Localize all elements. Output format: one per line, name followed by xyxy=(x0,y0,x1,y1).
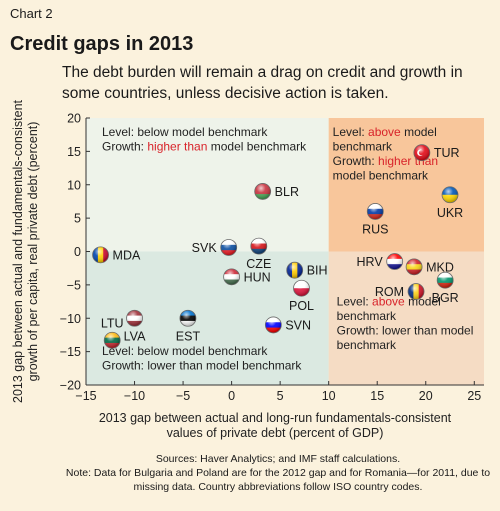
data-point-ukr: UKR xyxy=(437,186,463,220)
point-label-ukr: UKR xyxy=(437,206,463,220)
x-tick-label: 15 xyxy=(370,389,384,403)
data-point-blr: BLR xyxy=(254,183,299,200)
point-label-rus: RUS xyxy=(362,222,388,236)
data-point-hun: HUN xyxy=(223,268,271,286)
point-label-mda: MDA xyxy=(113,248,141,262)
point-label-rom: ROM xyxy=(375,285,404,299)
data-point-hrv: HRV xyxy=(357,253,404,270)
x-tick-label: 10 xyxy=(322,389,336,403)
data-point-est: EST xyxy=(176,309,201,343)
point-label-svk: SVK xyxy=(192,241,218,255)
y-axis-title: 2013 gap between actual and fundamentals… xyxy=(11,99,40,403)
x-tick-label: 20 xyxy=(419,389,433,403)
y-tick-label: −20 xyxy=(60,379,81,393)
y-tick-label: 20 xyxy=(67,112,81,126)
data-point-svn: SVN xyxy=(264,316,311,334)
x-tick-label: −15 xyxy=(75,389,96,403)
point-label-bgr: BGR xyxy=(432,291,459,305)
data-point-mda: MDA xyxy=(92,246,141,264)
point-label-ltu: LTU xyxy=(101,316,124,330)
data-point-svk: SVK xyxy=(192,239,238,256)
data-point-mkd: MKD xyxy=(405,258,454,276)
x-tick-label: −10 xyxy=(124,389,145,403)
chart-number: Chart 2 xyxy=(10,6,53,21)
x-tick-label: −5 xyxy=(176,389,190,403)
y-tick-label: 10 xyxy=(67,178,81,192)
point-label-hrv: HRV xyxy=(357,255,384,269)
quadrant-label-bottom-right: Level: above model benchmark Growth: lower… xyxy=(337,295,474,353)
data-point-rus: RUS xyxy=(362,203,388,236)
y-tick-label: −15 xyxy=(60,345,81,359)
chart-title: Credit gaps in 2013 xyxy=(10,33,194,55)
data-point-cze: CZE xyxy=(246,237,271,271)
y-tick-label: 0 xyxy=(74,245,81,259)
x-tick-label: 0 xyxy=(228,389,235,403)
x-tick-label: 5 xyxy=(277,389,284,403)
point-label-lva: LVA xyxy=(124,329,146,343)
point-label-cze: CZE xyxy=(246,257,271,271)
point-label-hun: HUN xyxy=(244,270,271,284)
data-point-bgr: BGR xyxy=(432,271,459,305)
point-label-est: EST xyxy=(176,329,201,343)
quadrant-label-bottom-left: Level: below model benchmark Growth: lowe… xyxy=(102,344,302,373)
data-point-pol: POL xyxy=(289,279,314,313)
point-label-svn: SVN xyxy=(285,318,311,332)
sources-note: Sources: Haver Analytics; and IMF staff … xyxy=(155,453,401,465)
point-label-blr: BLR xyxy=(275,185,299,199)
x-tick-label: 25 xyxy=(467,389,481,403)
data-point-bih: BIH xyxy=(286,261,328,279)
quadrant-bottom-right xyxy=(328,251,484,385)
y-tick-label: −10 xyxy=(60,312,81,326)
y-tick-label: −5 xyxy=(67,278,81,292)
x-axis-title: 2013 gap between actual and long-run fun… xyxy=(99,411,452,440)
point-label-bih: BIH xyxy=(307,264,328,278)
quadrant-top-right xyxy=(328,118,484,252)
data-point-ltu: LTU xyxy=(101,316,124,349)
chart-subtitle: The debt burden will remain a drag on cr… xyxy=(62,64,463,102)
chart-footer: Sources: Haver Analytics; and IMF staff … xyxy=(62,452,494,494)
point-label-pol: POL xyxy=(289,299,314,313)
data-note: Note: Data for Bulgaria and Poland are f… xyxy=(65,467,491,493)
point-label-mkd: MKD xyxy=(426,260,454,274)
data-point-lva: LVA xyxy=(124,309,146,343)
y-tick-label: 15 xyxy=(67,145,81,159)
data-point-rom: ROM xyxy=(375,283,425,300)
data-point-tur: TUR xyxy=(413,144,460,162)
quadrant-top-left xyxy=(86,118,329,252)
quadrant-label-top-left: Level: below model benchmark Growth: high… xyxy=(102,125,307,154)
y-tick-label: 5 xyxy=(74,212,81,226)
point-label-tur: TUR xyxy=(434,146,460,160)
